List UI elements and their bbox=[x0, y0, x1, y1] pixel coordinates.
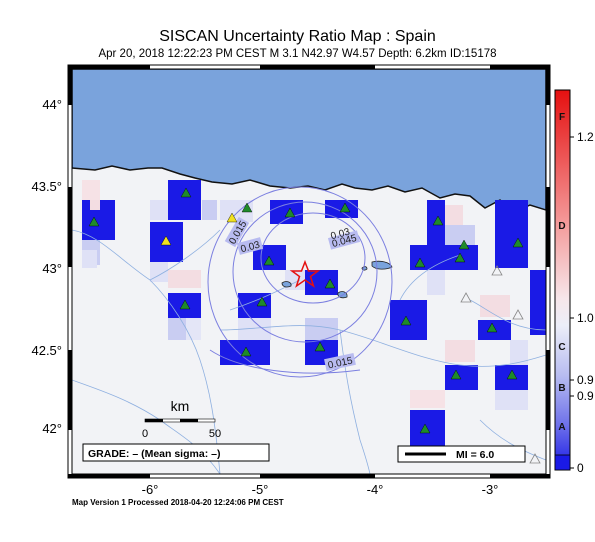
station-green-icon bbox=[458, 239, 470, 250]
grade-text: GRADE: – (Mean sigma: –) bbox=[88, 448, 220, 460]
station-green-icon bbox=[241, 202, 253, 213]
x-axis-labels: -6° -5° -4° -3° bbox=[142, 482, 499, 497]
station-green-icon bbox=[180, 187, 192, 198]
colorbar-value-label: 0 bbox=[577, 461, 584, 475]
stations[interactable] bbox=[88, 187, 541, 464]
station-green-icon bbox=[419, 423, 431, 434]
station-green-icon bbox=[284, 207, 296, 218]
station-yellow-icon bbox=[226, 212, 238, 223]
map-subtitle: Apr 20, 2018 12:22:23 PM CEST M 3.1 N42.… bbox=[98, 48, 497, 60]
colorbar-grade-label: F bbox=[559, 112, 565, 123]
map-title: SISCAN Uncertainty Ratio Map : Spain bbox=[159, 28, 436, 45]
map-area[interactable]: 0.015 0.03 0.045 0.03 0.015 bbox=[72, 69, 546, 474]
epicenter-star-icon[interactable] bbox=[289, 259, 321, 288]
station-green-icon bbox=[512, 237, 524, 248]
station-green-icon bbox=[400, 315, 412, 326]
y-tick-label: 43.5° bbox=[31, 179, 62, 194]
processing-footer: Map Version 1 Processed 2018-04-20 12:24… bbox=[72, 498, 284, 507]
y-tick-label: 43° bbox=[42, 261, 62, 276]
colorbar-grade-label: A bbox=[558, 422, 565, 433]
station-green-icon bbox=[339, 202, 351, 213]
x-tick-label: -6° bbox=[142, 482, 159, 497]
station-unused-icon bbox=[529, 453, 541, 464]
station-green-icon bbox=[450, 369, 462, 380]
station-green-icon bbox=[314, 341, 326, 352]
colorbar-value-label: 1.0 bbox=[577, 311, 594, 325]
colorbar-grade-label: C bbox=[558, 342, 565, 353]
grade-box: GRADE: – (Mean sigma: –) bbox=[82, 443, 270, 462]
mi-legend: MI = 6.0 bbox=[397, 445, 526, 463]
y-tick-label: 42.5° bbox=[31, 343, 62, 358]
x-tick-label: -4° bbox=[367, 482, 384, 497]
station-green-icon bbox=[432, 215, 444, 226]
station-yellow-icon bbox=[160, 235, 172, 246]
contour-label: 0.03 bbox=[330, 227, 352, 243]
scale-start: 0 bbox=[142, 428, 148, 440]
colorbar-value-label: 1.2 bbox=[577, 130, 594, 144]
ratio-grid bbox=[82, 180, 546, 450]
contours bbox=[207, 186, 393, 378]
station-green-icon bbox=[263, 255, 275, 266]
scale-bar: km 0 50 bbox=[142, 398, 221, 440]
x-tick-label: -3° bbox=[482, 482, 499, 497]
station-green-icon bbox=[179, 299, 191, 310]
station-green-icon bbox=[506, 369, 518, 380]
station-unused-icon bbox=[460, 292, 472, 303]
station-green-icon bbox=[454, 252, 466, 263]
y-axis-labels: 44° 43.5° 43° 42.5° 42° bbox=[31, 97, 62, 436]
y-tick-label: 44° bbox=[42, 97, 62, 112]
station-green-icon bbox=[88, 216, 100, 227]
colorbar-grade-label: D bbox=[558, 221, 565, 232]
mi-text: MI = 6.0 bbox=[456, 449, 494, 461]
colorbar-grade-label: B bbox=[558, 383, 565, 394]
scale-end: 50 bbox=[209, 428, 221, 440]
station-unused-icon bbox=[512, 309, 524, 320]
station-green-icon bbox=[240, 346, 252, 357]
contour-label: 0.03 bbox=[240, 240, 262, 256]
colorbar-value-label: 0.9 bbox=[577, 373, 594, 387]
station-green-icon bbox=[256, 296, 268, 307]
colorbar: F D C B A 1.2 1.0 0.9 0.9 0 bbox=[554, 89, 594, 475]
station-green-icon bbox=[414, 257, 426, 268]
scale-unit: km bbox=[171, 398, 190, 414]
station-green-icon bbox=[486, 322, 498, 333]
map-frame bbox=[67, 64, 551, 479]
x-tick-label: -5° bbox=[252, 482, 269, 497]
station-unused-icon bbox=[491, 265, 503, 276]
station-green-icon bbox=[324, 278, 336, 289]
y-tick-label: 42° bbox=[42, 421, 62, 436]
contour-label: 0.015 bbox=[327, 355, 354, 371]
colorbar-value-label: 0.9 bbox=[577, 389, 594, 403]
